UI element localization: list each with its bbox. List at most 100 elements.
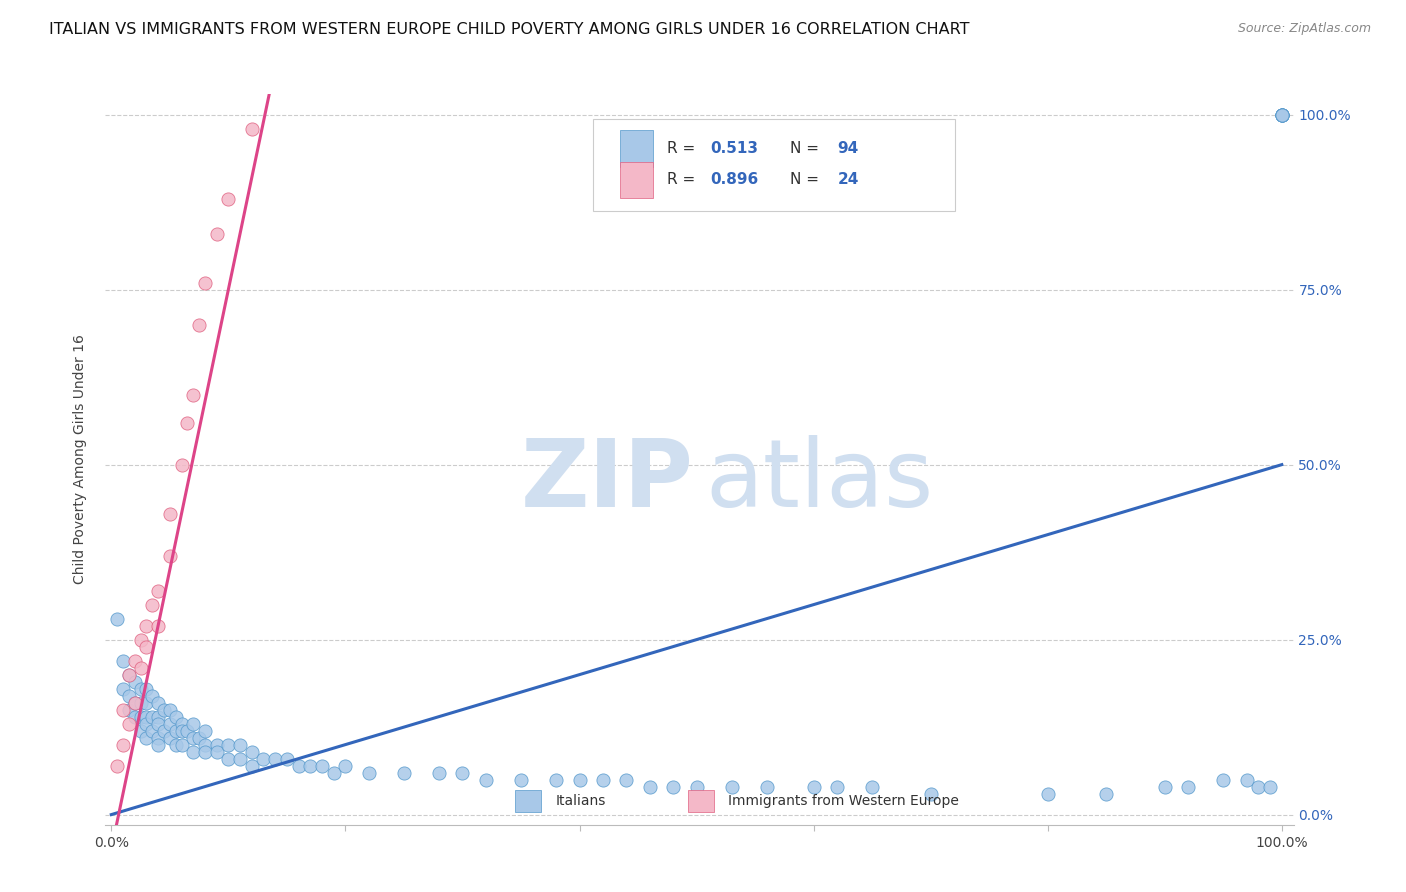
Point xyxy=(335,758,357,772)
Point xyxy=(614,772,637,787)
Point xyxy=(1258,780,1281,794)
Point xyxy=(357,765,380,780)
Point xyxy=(105,612,128,626)
Point xyxy=(825,780,848,794)
Point xyxy=(165,723,187,738)
Point xyxy=(568,772,591,787)
Text: 0.513: 0.513 xyxy=(710,141,758,156)
Point xyxy=(146,696,169,710)
Point xyxy=(176,416,198,430)
Point xyxy=(111,703,134,717)
Point xyxy=(129,723,152,738)
Point xyxy=(217,738,239,752)
Point xyxy=(146,731,169,745)
Point xyxy=(1271,108,1294,122)
Point xyxy=(1271,108,1294,122)
Point xyxy=(111,654,134,668)
Point xyxy=(111,738,134,752)
Point xyxy=(170,458,193,472)
Point xyxy=(1212,772,1234,787)
Point xyxy=(135,681,157,696)
Point xyxy=(720,780,742,794)
Point xyxy=(181,745,204,759)
Point xyxy=(240,121,263,136)
Y-axis label: Child Poverty Among Girls Under 16: Child Poverty Among Girls Under 16 xyxy=(73,334,87,584)
Text: N =: N = xyxy=(790,141,824,156)
Text: R =: R = xyxy=(668,172,700,187)
Point xyxy=(638,780,661,794)
Point xyxy=(276,751,298,765)
Point xyxy=(135,731,157,745)
Point xyxy=(146,583,169,598)
Point xyxy=(153,703,176,717)
Point xyxy=(392,765,415,780)
Point xyxy=(188,318,211,332)
Point xyxy=(217,192,239,206)
Bar xyxy=(620,161,654,198)
Point xyxy=(181,716,204,731)
Point xyxy=(176,723,198,738)
Point xyxy=(240,745,263,759)
Text: 94: 94 xyxy=(838,141,859,156)
Point xyxy=(135,618,157,632)
Point xyxy=(135,716,157,731)
Point xyxy=(111,681,134,696)
Point xyxy=(229,751,252,765)
Point xyxy=(141,709,163,723)
Point xyxy=(181,731,204,745)
Point xyxy=(287,758,309,772)
Point xyxy=(146,738,169,752)
Point xyxy=(299,758,322,772)
Point xyxy=(1271,108,1294,122)
Point xyxy=(129,632,152,647)
Point xyxy=(146,716,169,731)
Point xyxy=(194,738,217,752)
Point xyxy=(118,667,141,681)
Point xyxy=(451,765,474,780)
Point xyxy=(118,703,141,717)
Point xyxy=(153,723,176,738)
Point xyxy=(860,780,883,794)
Text: ZIP: ZIP xyxy=(520,435,693,527)
Text: Italians: Italians xyxy=(555,794,606,808)
Point xyxy=(141,723,163,738)
Point xyxy=(159,716,181,731)
Point xyxy=(427,765,450,780)
Point xyxy=(124,674,146,689)
Point xyxy=(475,772,498,787)
Point xyxy=(135,696,157,710)
Point xyxy=(188,731,211,745)
Point xyxy=(124,709,146,723)
Text: R =: R = xyxy=(668,141,700,156)
Point xyxy=(1036,787,1059,801)
Point xyxy=(135,640,157,654)
Point xyxy=(129,660,152,674)
Text: Source: ZipAtlas.com: Source: ZipAtlas.com xyxy=(1237,22,1371,36)
Point xyxy=(159,703,181,717)
Point xyxy=(662,780,685,794)
Point xyxy=(1236,772,1258,787)
Text: atlas: atlas xyxy=(706,435,934,527)
Point xyxy=(1271,108,1294,122)
Text: Immigrants from Western Europe: Immigrants from Western Europe xyxy=(728,794,959,808)
Point xyxy=(311,758,333,772)
Point xyxy=(129,681,152,696)
Point xyxy=(205,227,228,241)
Point xyxy=(118,716,141,731)
Point xyxy=(1095,787,1118,801)
Point xyxy=(146,618,169,632)
Point xyxy=(1153,780,1175,794)
Point xyxy=(1271,108,1294,122)
Point xyxy=(803,780,825,794)
Point xyxy=(229,738,252,752)
Point xyxy=(170,723,193,738)
Point xyxy=(170,716,193,731)
Text: 0.896: 0.896 xyxy=(710,172,758,187)
Point xyxy=(105,758,128,772)
Point xyxy=(546,772,568,787)
Point xyxy=(141,689,163,703)
FancyBboxPatch shape xyxy=(592,120,955,211)
Point xyxy=(124,654,146,668)
Point xyxy=(1271,108,1294,122)
Point xyxy=(322,765,344,780)
